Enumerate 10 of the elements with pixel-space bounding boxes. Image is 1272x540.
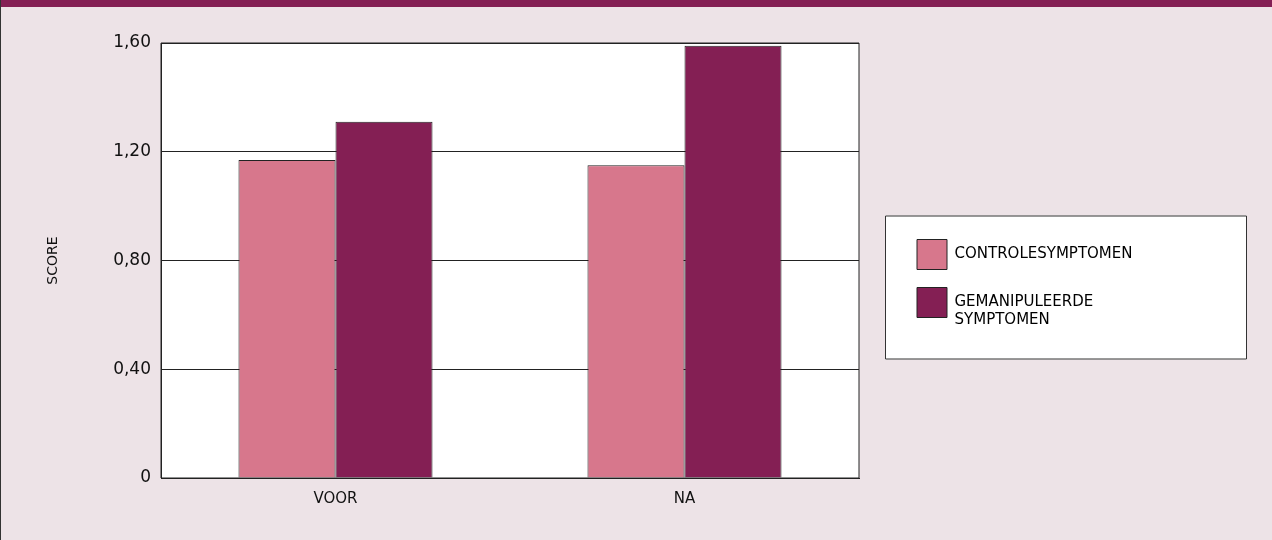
x-tick-label: VOOR [313, 488, 358, 507]
y-tick-label: 0,80 [113, 248, 151, 269]
legend-label: CONTROLESYMPTOMEN [954, 244, 1133, 263]
y-tick-label: 0,40 [113, 357, 151, 378]
y-tick-label: 1,60 [113, 31, 151, 52]
y-tick-label: 1,20 [113, 140, 151, 161]
y-tick-label: 0 [140, 466, 151, 487]
x-tick-label: NA [673, 488, 696, 507]
y-axis-title: SCORE [44, 236, 61, 285]
legend-label: GEMANIPULEERDE SYMPTOMEN [954, 292, 1094, 329]
